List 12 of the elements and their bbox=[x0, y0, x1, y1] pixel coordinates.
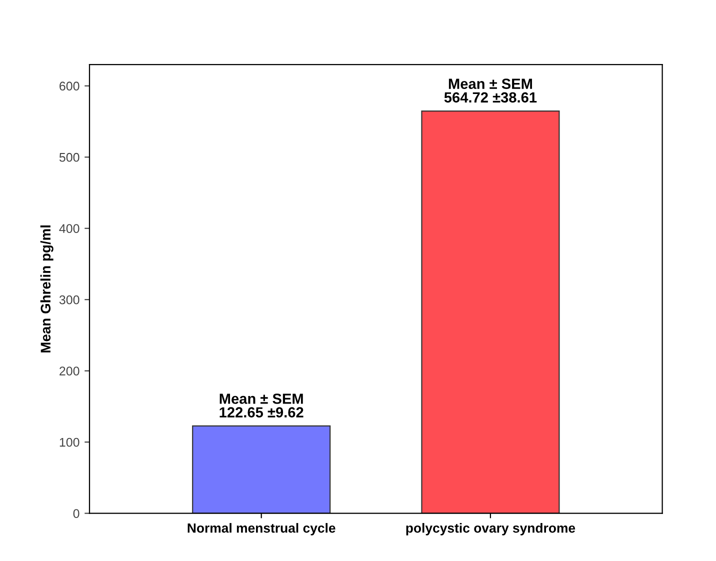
data-label: Mean ± SEM 122.65 ±9.62 bbox=[220, 394, 304, 418]
y-tick-label: 100 bbox=[60, 438, 80, 447]
y-tick-label: 200 bbox=[60, 366, 80, 376]
y-tick-label: 0 bbox=[73, 509, 80, 518]
x-tick-label: polycystic ovary syndrome bbox=[406, 523, 576, 536]
data-label: Mean ± SEM 564.72 ±38.61 bbox=[444, 78, 537, 103]
y-tick-label: 500 bbox=[59, 152, 80, 162]
x-tick-label: Normal menstrual cycle bbox=[188, 523, 336, 536]
y-tick-label: 400 bbox=[59, 224, 80, 234]
y-tick-label: 600 bbox=[60, 82, 80, 91]
y-tick-label: 300 bbox=[59, 295, 80, 304]
y-axis-title: Mean Ghrelin pg/ml bbox=[40, 225, 54, 352]
